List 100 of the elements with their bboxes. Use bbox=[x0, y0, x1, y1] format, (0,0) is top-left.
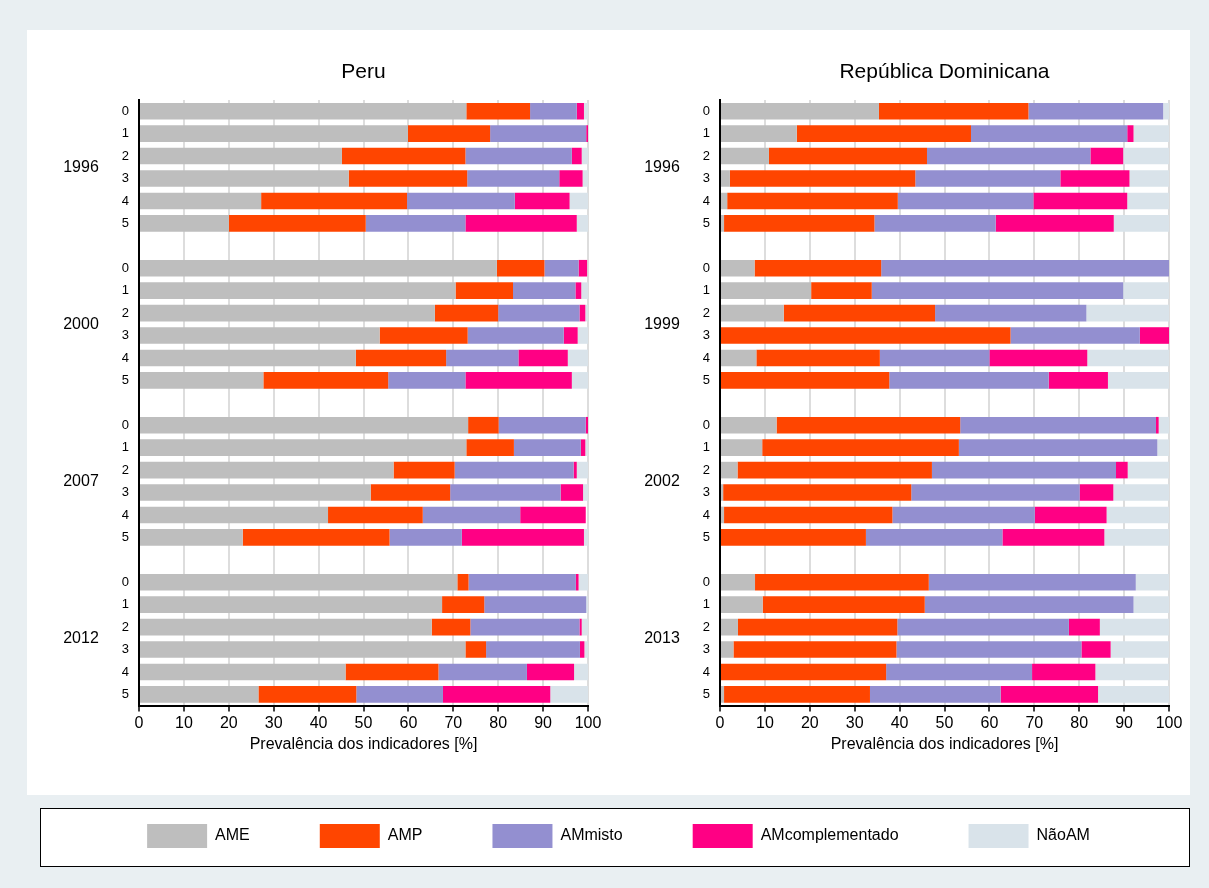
text: 1996 bbox=[644, 157, 680, 175]
y-tick-label: 5 bbox=[121, 528, 129, 544]
bar bbox=[140, 439, 467, 456]
bar bbox=[865, 529, 1003, 546]
bar bbox=[1081, 641, 1111, 658]
y-tick-label: 1 bbox=[702, 282, 710, 298]
bar bbox=[442, 686, 551, 703]
y-tick-label: 4 bbox=[121, 506, 129, 522]
bar bbox=[721, 461, 738, 479]
bar bbox=[140, 125, 408, 142]
y-tick-label: 0 bbox=[702, 102, 710, 118]
bar bbox=[721, 147, 769, 165]
y-tick-label: 1 bbox=[121, 125, 129, 141]
bar bbox=[871, 282, 1124, 299]
bar bbox=[571, 147, 582, 165]
text: 2002 bbox=[644, 471, 680, 489]
bar bbox=[911, 484, 1080, 501]
bar bbox=[140, 461, 394, 479]
bar bbox=[140, 618, 432, 636]
bar bbox=[468, 416, 499, 434]
bar bbox=[530, 102, 577, 120]
y-tick-label: 1 bbox=[702, 439, 710, 455]
bar bbox=[407, 192, 515, 210]
bar bbox=[370, 484, 451, 501]
bar bbox=[585, 304, 588, 322]
bar bbox=[721, 618, 738, 636]
bar bbox=[490, 125, 587, 142]
bar bbox=[422, 506, 521, 524]
bar bbox=[140, 506, 329, 524]
bar bbox=[567, 349, 588, 367]
x-tick-label: 70 bbox=[444, 713, 463, 731]
bar bbox=[811, 282, 872, 299]
bar bbox=[724, 686, 870, 703]
bar bbox=[724, 215, 875, 232]
bar bbox=[721, 663, 887, 681]
x-tick-label: 80 bbox=[489, 713, 508, 731]
bar bbox=[1048, 372, 1108, 389]
bar bbox=[881, 259, 1169, 277]
bar bbox=[721, 372, 890, 389]
bar bbox=[455, 282, 514, 299]
bar bbox=[442, 596, 485, 613]
bar bbox=[341, 147, 466, 165]
bar bbox=[915, 170, 1061, 187]
y-tick-label: 2 bbox=[702, 618, 710, 634]
bar bbox=[721, 192, 728, 210]
bar bbox=[583, 529, 588, 546]
bar bbox=[388, 372, 466, 389]
bar bbox=[1135, 573, 1169, 591]
bar bbox=[897, 192, 1034, 210]
y-tick-label: 0 bbox=[121, 573, 129, 589]
x-tick-label: 30 bbox=[264, 713, 283, 731]
bar bbox=[1034, 506, 1107, 524]
bar bbox=[721, 686, 725, 703]
chart-title: República Dominicana bbox=[839, 58, 1050, 82]
bar bbox=[1087, 349, 1169, 367]
bar bbox=[484, 596, 587, 613]
bar bbox=[878, 102, 1029, 120]
bar bbox=[258, 686, 357, 703]
y-tick-label: 3 bbox=[702, 327, 710, 343]
bar bbox=[140, 686, 259, 703]
legend-label: AMP bbox=[387, 826, 423, 844]
x-tick-label: 100 bbox=[1155, 713, 1183, 731]
bar bbox=[762, 439, 959, 456]
bar bbox=[496, 259, 545, 277]
bar bbox=[328, 506, 423, 524]
bar bbox=[559, 170, 583, 187]
bar bbox=[581, 618, 588, 636]
bar bbox=[931, 461, 1117, 479]
bar bbox=[575, 573, 579, 591]
bar bbox=[768, 147, 927, 165]
bar bbox=[1090, 147, 1124, 165]
bar bbox=[721, 484, 724, 501]
bar bbox=[754, 259, 882, 277]
bar bbox=[924, 596, 1134, 613]
bar bbox=[140, 596, 443, 613]
bar bbox=[574, 663, 588, 681]
y-tick-label: 5 bbox=[702, 214, 710, 230]
bar bbox=[1110, 641, 1169, 658]
bar bbox=[1133, 596, 1169, 613]
y-tick-label: 3 bbox=[702, 484, 710, 500]
y-tick-label: 4 bbox=[702, 192, 710, 208]
bar bbox=[579, 304, 586, 322]
bar bbox=[454, 461, 574, 479]
bar bbox=[393, 461, 455, 479]
bar bbox=[407, 125, 491, 142]
bar bbox=[1127, 192, 1169, 210]
bar bbox=[465, 372, 572, 389]
bar bbox=[563, 327, 578, 344]
bar bbox=[580, 439, 586, 456]
bar bbox=[1157, 439, 1169, 456]
bar bbox=[892, 506, 1035, 524]
bar bbox=[579, 641, 585, 658]
bar bbox=[897, 618, 1069, 636]
x-tick-label: 90 bbox=[534, 713, 553, 731]
bar bbox=[466, 439, 514, 456]
bar bbox=[886, 663, 1033, 681]
bar bbox=[263, 372, 389, 389]
y-tick-label: 1 bbox=[121, 596, 129, 612]
y-tick-label: 4 bbox=[121, 349, 129, 365]
bar bbox=[721, 529, 866, 546]
